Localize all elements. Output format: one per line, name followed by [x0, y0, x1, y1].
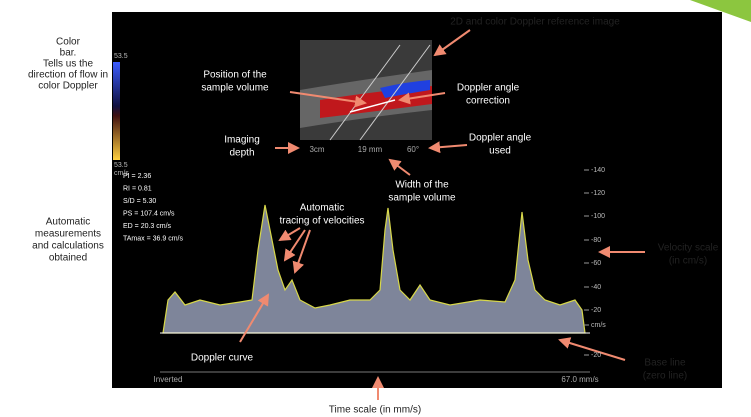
label: depth — [229, 148, 254, 159]
label: Doppler angle — [469, 133, 532, 144]
label: tracing of velocities — [279, 216, 364, 227]
color-bar-label: 53.5 — [114, 162, 128, 169]
scale-label: -120 — [591, 190, 605, 197]
measurement: S/D = 5.30 — [123, 198, 156, 205]
label: Time scale (in mm/s) — [329, 405, 421, 416]
measurement: ED = 20.3 cm/s — [123, 223, 172, 230]
label: (zero line) — [643, 371, 687, 382]
label: Doppler angle — [457, 83, 520, 94]
color-bar-label: cm/s — [114, 170, 129, 177]
scale-label: -100 — [591, 213, 605, 220]
measurement: RI = 0.81 — [123, 185, 152, 192]
label: bar. — [60, 48, 77, 59]
label: Color — [56, 37, 81, 48]
scale-label: -20 — [591, 352, 601, 359]
scale-label: -20 — [591, 307, 601, 314]
label: Base line — [644, 358, 686, 369]
label: used — [489, 146, 511, 157]
label: color Doppler — [38, 81, 98, 92]
footer-label: Inverted — [154, 375, 183, 384]
label: Imaging — [224, 135, 260, 146]
readout: 3cm — [309, 145, 324, 154]
label: sample volume — [201, 83, 269, 94]
decoration — [690, 0, 751, 22]
scale-label: -80 — [591, 237, 601, 244]
label: Velocity scale — [658, 243, 719, 254]
label: direction of flow in — [28, 70, 108, 81]
label: sample volume — [388, 193, 456, 204]
label: Automatic — [46, 217, 90, 228]
label: (in cm/s) — [669, 256, 707, 267]
scale-label: -60 — [591, 260, 601, 267]
color-bar-label: 53.5 — [114, 53, 128, 60]
readout: 19 mm — [358, 145, 383, 154]
measurement: TAmax = 36.9 cm/s — [123, 235, 183, 242]
color-bar — [113, 62, 120, 160]
label: obtained — [49, 253, 87, 264]
measurement: PI = 2.36 — [123, 173, 151, 180]
scale-label: -40 — [591, 284, 601, 291]
label: Position of the — [203, 70, 267, 81]
scale-label: cm/s — [591, 322, 606, 329]
label: Automatic — [300, 203, 344, 214]
label: correction — [466, 96, 510, 107]
reference-image — [300, 40, 432, 141]
measurement: PS = 107.4 cm/s — [123, 210, 175, 217]
label: 2D and color Doppler reference image — [450, 17, 620, 28]
scale-label: -140 — [591, 167, 605, 174]
footer-label: 67.0 mm/s — [561, 375, 598, 384]
label: and calculations — [32, 241, 104, 252]
label: Width of the — [395, 180, 449, 191]
label: Doppler curve — [191, 353, 254, 364]
readout: 60° — [407, 145, 419, 154]
label: Tells us the — [43, 59, 93, 70]
label: measurements — [35, 229, 101, 240]
